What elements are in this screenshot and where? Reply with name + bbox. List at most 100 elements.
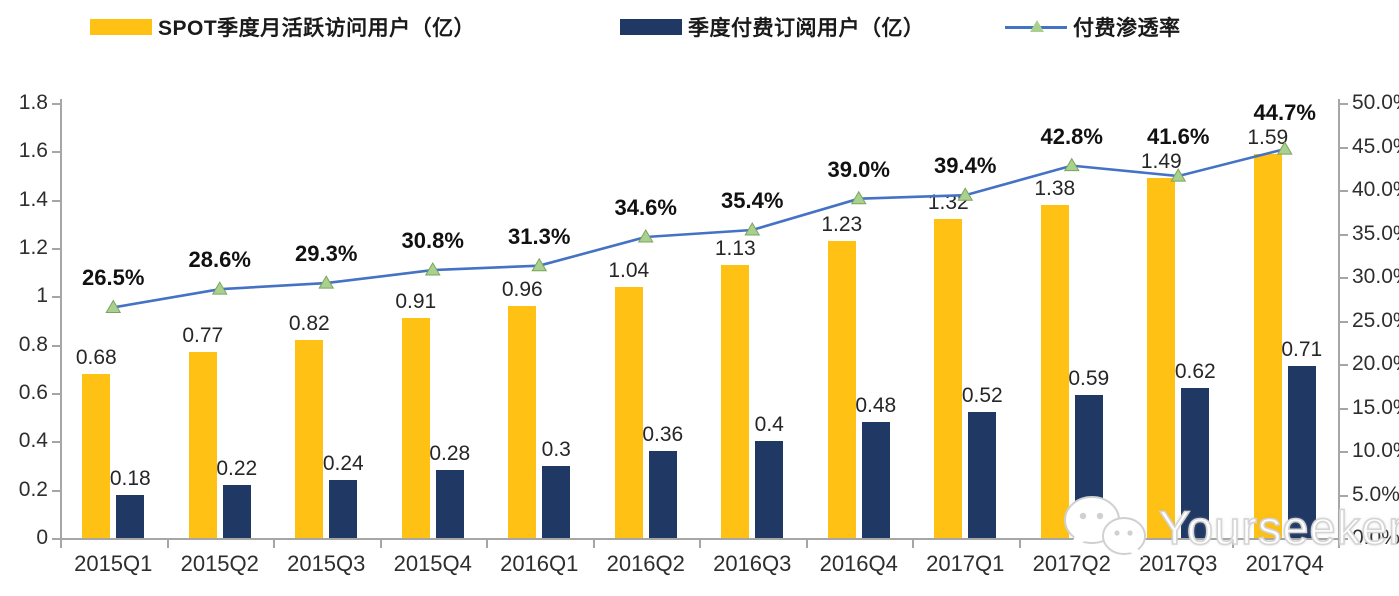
bar-label-subs-2015Q1: 0.18 (109, 466, 151, 490)
bar-label-mau-2016Q2: 1.04 (608, 258, 650, 282)
right-axis-tick (1340, 364, 1348, 366)
right-axis-tick (1340, 407, 1348, 410)
left-axis-label: 0 (36, 526, 48, 549)
bar-mau-2016Q1 (508, 306, 537, 538)
bar-label-mau-2015Q1: 0.68 (75, 345, 117, 369)
legend-item-mau: SPOT季度月活跃访问用户（亿） (90, 12, 475, 42)
right-axis-label: 15.0% (1352, 395, 1399, 419)
pct-label-2016Q4: 39.0% (827, 156, 890, 182)
penetration-marker-2016Q3 (744, 222, 761, 236)
left-axis-label: 1.8 (18, 91, 48, 114)
bar-subs-2017Q1 (968, 412, 997, 538)
pct-label-2015Q1: 26.5% (82, 265, 145, 291)
pct-label-2015Q4: 30.8% (401, 228, 464, 254)
left-axis-label: 0.8 (18, 332, 48, 356)
right-axis-tick (1340, 103, 1348, 105)
penetration-marker-2015Q3 (318, 275, 335, 289)
x-axis-tick (166, 540, 169, 548)
penetration-marker-2016Q4 (850, 190, 867, 205)
left-axis-tick (52, 151, 60, 154)
right-axis-tick (1340, 233, 1348, 236)
bar-subs-2015Q3 (329, 480, 358, 538)
right-axis-tick (1340, 494, 1348, 497)
penetration-marker-2016Q1 (531, 257, 548, 272)
right-axis-tick (1340, 146, 1348, 149)
x-axis-tick (1018, 540, 1021, 548)
bar-subs-2016Q1 (542, 465, 571, 538)
pct-label-2016Q3: 35.4% (721, 188, 784, 214)
bar-mau-2017Q3 (1147, 177, 1176, 538)
legend-swatch-subs (620, 19, 682, 35)
x-axis-label-2016Q2: 2016Q2 (606, 551, 685, 576)
bar-subs-2016Q3 (755, 441, 784, 538)
left-axis (60, 99, 62, 538)
right-axis-label: 50.0% (1352, 91, 1399, 114)
x-axis-label-2017Q4: 2017Q4 (1245, 551, 1324, 576)
right-axis-tick (1340, 451, 1348, 453)
pct-label-2017Q2: 42.8% (1040, 123, 1103, 149)
right-axis-label: 5.0% (1352, 482, 1399, 506)
bar-label-subs-2016Q1: 0.3 (541, 437, 571, 461)
bar-label-mau-2016Q4: 1.23 (821, 212, 863, 236)
legend-item-penetration: 付费渗透率 (1005, 12, 1181, 42)
watermark-text: Yourseeker (1158, 500, 1399, 555)
bar-mau-2015Q2 (188, 351, 217, 538)
bar-label-mau-2015Q4: 0.91 (395, 290, 437, 314)
bar-subs-2015Q2 (222, 484, 251, 538)
x-axis-label-2016Q3: 2016Q3 (713, 551, 792, 576)
bar-label-mau-2015Q3: 0.82 (288, 311, 330, 335)
left-axis-tick (52, 103, 60, 105)
legend-label-subs: 季度付费订阅用户（亿） (688, 17, 925, 40)
bar-mau-2017Q1 (934, 219, 963, 538)
bar-subs-2016Q2 (648, 451, 677, 538)
left-axis-tick (52, 296, 60, 299)
bar-subs-2017Q4 (1287, 366, 1316, 538)
left-axis-tick (52, 344, 60, 347)
bar-label-subs-2015Q3: 0.24 (322, 452, 364, 475)
left-axis-label: 1.6 (18, 139, 48, 163)
legend-line-marker-icon (1005, 19, 1067, 35)
left-axis-label: 1.2 (18, 236, 48, 259)
bar-mau-2016Q3 (721, 264, 750, 538)
left-axis-label: 0.6 (18, 381, 48, 404)
pct-label-2016Q2: 34.6% (614, 194, 677, 220)
x-axis-tick (592, 540, 595, 548)
legend-label-mau: SPOT季度月活跃访问用户（亿） (158, 17, 476, 40)
watermark: Yourseeker (1059, 492, 1399, 562)
bar-label-subs-2017Q1: 0.52 (961, 384, 1003, 408)
penetration-marker-2017Q2 (1063, 157, 1080, 172)
bar-subs-2015Q4 (435, 470, 464, 538)
right-axis-tick (1340, 320, 1348, 323)
right-axis-label: 20.0% (1352, 352, 1399, 375)
pct-label-2017Q3: 41.6% (1147, 123, 1210, 149)
left-axis-label: 0.4 (18, 429, 48, 453)
x-axis-label-2015Q4: 2015Q4 (393, 551, 472, 576)
left-axis-label: 1.4 (18, 187, 48, 211)
x-axis-tick (699, 540, 701, 548)
bar-subs-2015Q1 (116, 494, 145, 538)
penetration-marker-2015Q1 (105, 299, 122, 313)
pct-label-2015Q3: 29.3% (295, 241, 358, 267)
x-axis-tick (1338, 540, 1340, 548)
pct-label-2015Q2: 28.6% (188, 247, 251, 273)
bar-mau-2016Q4 (827, 240, 856, 538)
penetration-line (113, 147, 1286, 309)
x-axis-label-2015Q2: 2015Q2 (180, 551, 259, 576)
left-axis-label: 1 (36, 284, 48, 308)
x-axis-tick (1231, 540, 1234, 548)
right-axis-label: 45.0% (1352, 134, 1399, 158)
x-axis-tick (379, 540, 382, 548)
bar-label-mau-2015Q2: 0.77 (182, 323, 224, 347)
x-axis-label-2015Q3: 2015Q3 (287, 551, 366, 576)
x-axis-tick (805, 540, 808, 548)
x-axis (60, 538, 1340, 540)
bar-mau-2016Q2 (614, 286, 643, 538)
x-axis-label-2017Q1: 2017Q1 (926, 551, 1005, 576)
bar-label-mau-2017Q4: 1.59 (1247, 125, 1289, 149)
bar-label-subs-2016Q4: 0.48 (855, 394, 897, 417)
x-axis-tick (273, 540, 275, 548)
bar-label-subs-2015Q2: 0.22 (216, 456, 258, 480)
right-axis-label: 30.0% (1352, 265, 1399, 288)
x-axis-label-2017Q2: 2017Q2 (1032, 551, 1111, 576)
